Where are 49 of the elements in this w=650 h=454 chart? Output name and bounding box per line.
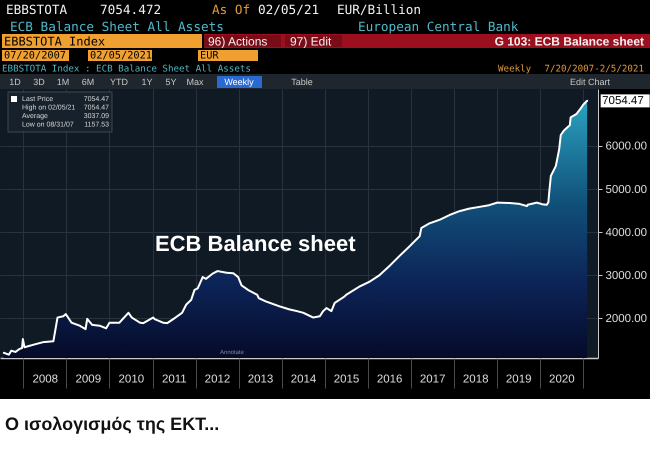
text: 7/20/2007-2/5/2021 — [544, 64, 644, 74]
text: 07/20/2007 — [4, 50, 66, 62]
text: As Of — [212, 2, 250, 17]
x-tick-label: 2008 — [32, 374, 58, 386]
text: Table — [291, 77, 313, 87]
text: EBBSTOTA Index — [4, 34, 106, 48]
text: ECB Balance Sheet All Assets — [10, 19, 224, 34]
text: EBBSTOTA Index : ECB Balance Sheet All Assets — [2, 64, 251, 74]
text: G 103: ECB Balance sheet — [494, 34, 644, 48]
x-tick-label: 2009 — [76, 374, 102, 386]
x-tick-label: 2012 — [204, 374, 230, 386]
text: 96) Actions — [208, 34, 268, 48]
text: 7054.472 — [100, 2, 162, 17]
text: Max — [186, 77, 204, 87]
text: ECB Balance sheet — [155, 231, 356, 256]
text: 6M — [82, 77, 94, 87]
text: Weekly — [224, 77, 254, 87]
text: Edit Chart — [570, 77, 610, 87]
text: Weekly — [498, 64, 532, 74]
x-tick-label: 2013 — [248, 374, 274, 386]
x-tick-label: 2011 — [162, 374, 187, 386]
text: 1M — [56, 77, 70, 87]
x-tick-label: 2017 — [420, 374, 446, 386]
x-tick-label: 2019 — [506, 374, 532, 386]
text: 3D — [33, 77, 46, 87]
text: 02/05/21 — [258, 2, 320, 17]
x-tick-label: 2015 — [334, 374, 360, 386]
text: European Central Bank — [358, 19, 519, 34]
y-tick-label: 4000.00 — [606, 226, 648, 239]
text: 97) Edit — [290, 34, 332, 48]
x-tick-label: 2014 — [290, 374, 317, 386]
y-tick-label: 3000.00 — [606, 270, 648, 282]
text: EUR — [200, 50, 220, 62]
text: Ο ισολογισμός της ΕΚΤ... — [5, 414, 220, 434]
text: 1Y — [141, 77, 153, 87]
text: 02/05/2021 — [90, 50, 152, 62]
text: 1D — [9, 77, 22, 87]
x-tick-label: 2020 — [549, 374, 575, 386]
y-tick-label: 2000.00 — [606, 312, 648, 325]
text: 5Y — [165, 77, 177, 87]
x-tick-label: 2010 — [118, 374, 144, 386]
x-tick-label: 2018 — [462, 374, 488, 386]
text: EUR/Billion — [337, 2, 422, 17]
y-tick-label: 6000.00 — [606, 140, 648, 153]
text: YTD — [110, 77, 128, 87]
y-tick-label: 5000.00 — [606, 184, 648, 196]
x-tick-label: 2016 — [376, 374, 402, 386]
annotation: 7054.47 — [602, 94, 644, 107]
text: EBBSTOTA — [6, 2, 68, 17]
